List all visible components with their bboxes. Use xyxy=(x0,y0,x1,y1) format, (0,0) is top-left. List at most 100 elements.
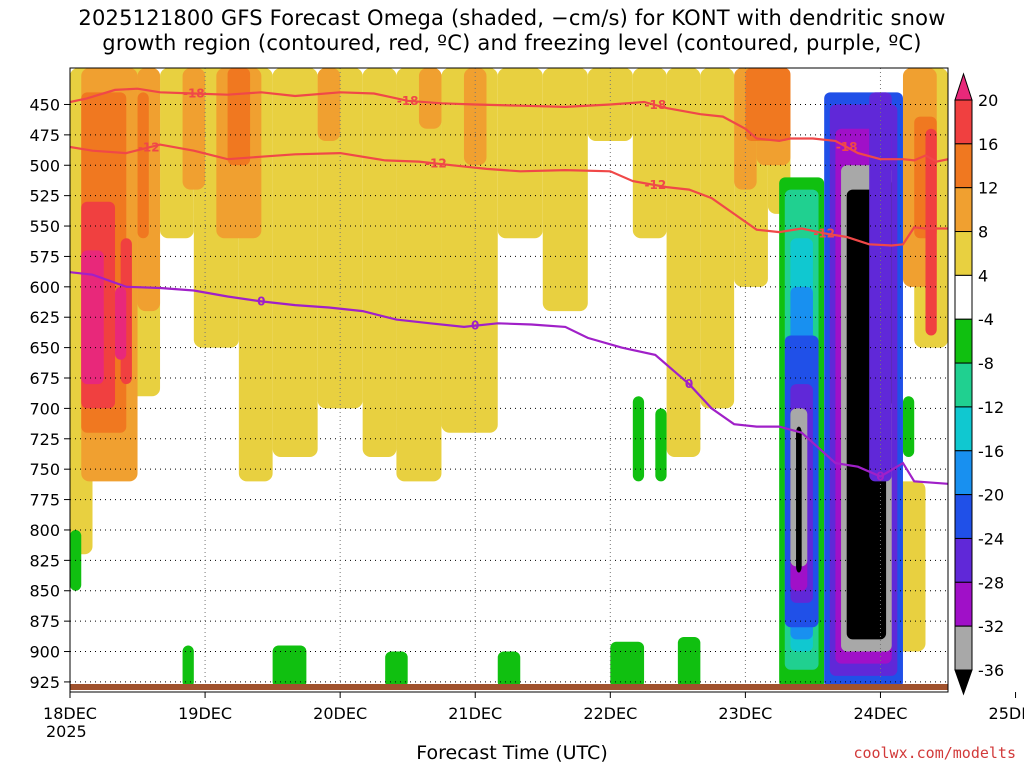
y-tick-label: 925 xyxy=(29,673,60,692)
omega-cell xyxy=(666,68,701,458)
omega-cell xyxy=(610,641,645,688)
omega-cell xyxy=(632,396,645,482)
colorbar-tick-label: -36 xyxy=(978,661,1004,680)
y-tick-label: 775 xyxy=(29,491,60,510)
contour-label: -18 xyxy=(397,94,419,108)
plot-frame xyxy=(69,67,949,693)
colorbar-tick-label: -24 xyxy=(978,529,1004,548)
omega-shading xyxy=(70,68,948,688)
colorbar-tick-label: -4 xyxy=(978,310,994,329)
omega-cell xyxy=(182,68,206,190)
y-tick-label: 450 xyxy=(29,95,60,114)
x-tick-label: 19DEC xyxy=(178,704,232,723)
colorbar-bin xyxy=(954,494,973,539)
omega-cell xyxy=(137,92,149,239)
omega-cell xyxy=(272,645,307,688)
contour-line xyxy=(70,87,948,163)
colorbar-tick-label: -28 xyxy=(978,573,1004,592)
omega-cell xyxy=(745,68,791,141)
x-tick-label: 18DEC xyxy=(43,704,97,723)
y-tick-label: 575 xyxy=(29,247,60,266)
y-tick-label: 875 xyxy=(29,612,60,631)
colorbar-bin xyxy=(954,537,973,583)
ground-strip xyxy=(70,684,948,690)
omega-cell xyxy=(227,68,251,166)
x-tick-label: 24DEC xyxy=(853,704,907,723)
x-tick-label: 25DEC xyxy=(989,704,1024,723)
y-tick-label: 675 xyxy=(29,369,60,388)
y-tick-label: 625 xyxy=(29,308,60,327)
chart-title-line2: growth region (contoured, red, ºC) and f… xyxy=(102,31,922,55)
omega-cell xyxy=(542,68,588,312)
colorbar-tick-label: 12 xyxy=(978,179,998,198)
colorbar: 20 16 12 8 4 -4 -8 -12 -16 -20 -24 -28 -32 -36 xyxy=(954,72,1004,696)
x-tick-label: 22DEC xyxy=(583,704,637,723)
colorbar-bin xyxy=(954,581,973,627)
contour-label: -18 xyxy=(644,98,666,112)
colorbar-bin xyxy=(954,274,973,320)
contour-label: -12 xyxy=(425,156,447,170)
colorbar-tick-label: -8 xyxy=(978,354,994,373)
contour-label: 0 xyxy=(685,377,693,391)
credit-link[interactable]: coolwx.com/modelts xyxy=(853,744,1016,762)
y-tick-label: 825 xyxy=(29,551,60,570)
omega-cell xyxy=(700,68,735,409)
x-axis: 18DEC 19DEC 20DEC 21DEC 22DEC 23DEC 24DEC 25DEC xyxy=(43,692,1024,723)
colorbar-arrow-bottom xyxy=(954,669,973,696)
omega-cell xyxy=(418,68,442,129)
colorbar-bin xyxy=(954,143,973,189)
colorbar-bin xyxy=(954,231,973,276)
y-tick-label: 525 xyxy=(29,187,60,206)
omega-cell xyxy=(362,68,397,458)
contour-line xyxy=(70,143,948,247)
omega-cell xyxy=(396,68,442,482)
grid-lines xyxy=(70,68,948,688)
colorbar-bin xyxy=(954,625,973,671)
omega-cell xyxy=(632,68,667,239)
colorbar-tick-label: 20 xyxy=(978,91,998,110)
x-tick-label: 20DEC xyxy=(313,704,367,723)
contour-label: -12 xyxy=(813,226,835,240)
y-tick-label: 650 xyxy=(29,339,60,358)
omega-cell xyxy=(655,408,667,482)
contour-label: 0 xyxy=(257,294,265,308)
y-tick-label: 500 xyxy=(29,156,60,175)
colorbar-tick-label: 8 xyxy=(978,223,988,242)
contour-line xyxy=(70,271,948,485)
y-tick-label: 850 xyxy=(29,582,60,601)
contour-label: -12 xyxy=(644,178,666,192)
omega-cell xyxy=(272,68,318,458)
colorbar-tick-label: -16 xyxy=(978,442,1004,461)
colorbar-bin xyxy=(954,187,973,233)
colorbar-tick-label: -12 xyxy=(978,398,1004,417)
contour-lines: -18 -18 -18 -18 -12 -12 -12 -12 0 0 0 0 xyxy=(70,87,948,485)
contour-label: -18 xyxy=(183,87,205,101)
colorbar-arrow-top xyxy=(954,72,973,101)
contour-label: -18 xyxy=(836,140,858,154)
y-tick-label: 800 xyxy=(29,521,60,540)
omega-cell xyxy=(497,651,521,688)
colorbar-bin xyxy=(954,99,973,145)
omega-cell xyxy=(677,636,701,688)
y-tick-label: 700 xyxy=(29,399,60,418)
contour-label: 0 xyxy=(471,319,479,333)
omega-cell xyxy=(81,250,104,385)
colorbar-bin xyxy=(954,362,973,408)
y-tick-label: 550 xyxy=(29,217,60,236)
x-axis-title: Forecast Time (UTC) xyxy=(416,742,608,764)
colorbar-tick-label: -32 xyxy=(978,617,1004,636)
year-label: 2025 xyxy=(46,722,87,741)
omega-cell xyxy=(317,68,341,141)
colorbar-tick-label: -20 xyxy=(978,486,1004,505)
y-axis: 450 475 500 525 550 575 600 625 650 675 700 725 750 7… xyxy=(29,95,70,692)
y-tick-label: 475 xyxy=(29,126,60,145)
omega-cell xyxy=(182,645,194,688)
colorbar-tick-label: 16 xyxy=(978,135,998,154)
y-tick-label: 600 xyxy=(29,278,60,297)
x-tick-label: 21DEC xyxy=(448,704,502,723)
contour-label: 0 xyxy=(876,469,884,483)
omega-cell xyxy=(796,426,802,573)
y-tick-label: 725 xyxy=(29,430,60,449)
colorbar-bin xyxy=(954,318,973,364)
omega-cell xyxy=(115,286,127,360)
